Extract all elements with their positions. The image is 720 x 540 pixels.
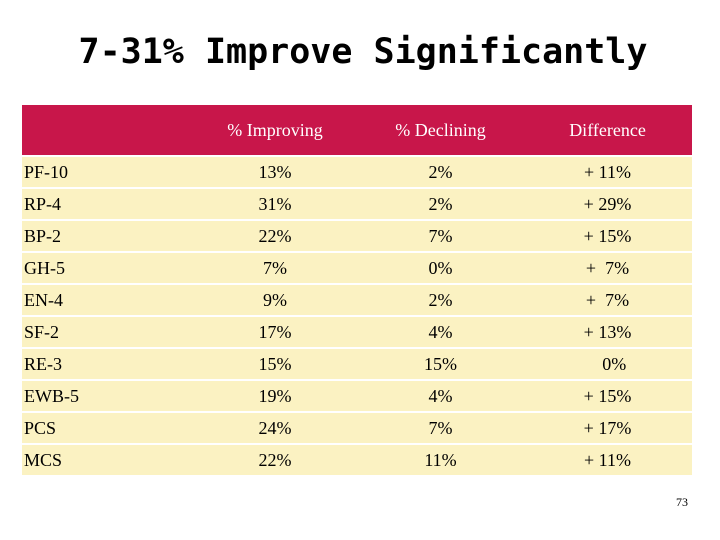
row-label: EWB-5 [22,380,192,413]
improving-cell: 9% [192,284,358,317]
table-row: SF-2 17% 4% + 13% [22,316,692,349]
table-row: GH-5 7% 0% + 7% [22,252,692,285]
difference-cell: + 15% [523,220,692,253]
table-row: MCS 22% 11% + 11% [22,444,692,477]
improving-cell: 22% [192,444,358,477]
difference-cell: + 13% [523,316,692,349]
header-difference: Difference [523,105,692,157]
declining-cell: 4% [358,316,523,349]
improving-cell: 13% [192,156,358,189]
row-label: MCS [22,444,192,477]
improving-cell: 22% [192,220,358,253]
improving-cell: 24% [192,412,358,445]
difference-cell: + 29% [523,188,692,221]
slide-title: 7-31% Improve Significantly [78,32,648,72]
difference-cell: + 17% [523,412,692,445]
declining-cell: 7% [358,412,523,445]
table-row: RP-4 31% 2% + 29% [22,188,692,221]
row-label: BP-2 [22,220,192,253]
row-label: GH-5 [22,252,192,285]
header-corner-cell [22,105,192,157]
declining-cell: 11% [358,444,523,477]
row-label: EN-4 [22,284,192,317]
declining-cell: 4% [358,380,523,413]
declining-cell: 15% [358,348,523,381]
improving-cell: 19% [192,380,358,413]
table-header-row: % Improving % Declining Difference [22,105,692,157]
improving-cell: 15% [192,348,358,381]
difference-cell: + 11% [523,444,692,477]
difference-cell: + 11% [523,156,692,189]
improving-cell: 7% [192,252,358,285]
table-row: EN-4 9% 2% + 7% [22,284,692,317]
improving-cell: 17% [192,316,358,349]
row-label: PF-10 [22,156,192,189]
header-declining: % Declining [358,105,523,157]
table-row: BP-2 22% 7% + 15% [22,220,692,253]
declining-cell: 2% [358,156,523,189]
table-row: PF-10 13% 2% + 11% [22,156,692,189]
difference-cell: + 15% [523,380,692,413]
declining-cell: 7% [358,220,523,253]
difference-cell: + 7% [523,284,692,317]
difference-cell: + 7% [523,252,692,285]
row-label: SF-2 [22,316,192,349]
declining-cell: 2% [358,188,523,221]
improving-cell: 31% [192,188,358,221]
table-row: EWB-5 19% 4% + 15% [22,380,692,413]
difference-cell: 0% [523,348,692,381]
page-number: 73 [676,495,688,509]
table-row: PCS 24% 7% + 17% [22,412,692,445]
header-improving: % Improving [192,105,358,157]
row-label: RE-3 [22,348,192,381]
results-table: % Improving % Declining Difference PF-10… [22,105,692,477]
table-row: RE-3 15% 15% 0% [22,348,692,381]
row-label: RP-4 [22,188,192,221]
declining-cell: 0% [358,252,523,285]
row-label: PCS [22,412,192,445]
declining-cell: 2% [358,284,523,317]
